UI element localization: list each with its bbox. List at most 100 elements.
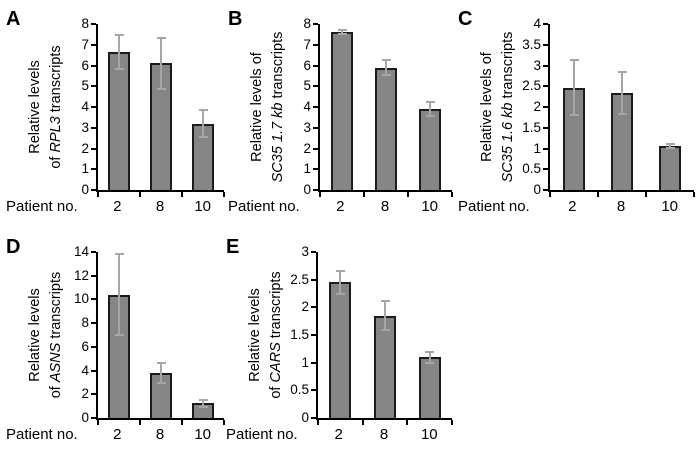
y-axis-tick-label: 3 [301,244,309,259]
y-axis-tick-label: 4 [81,99,89,114]
panel-letter: A [6,8,21,30]
y-axis-tick [91,106,96,108]
category-label: 8 [155,426,165,443]
y-axis-tick-label: 2 [81,140,89,156]
y-axis-tick [311,334,316,336]
y-axis-tick [91,189,96,191]
x-axis-row: Patient no. 2 8 10 [226,196,454,218]
y-axis-tick-label: 3.5 [522,36,541,52]
category-label: 10 [194,426,212,443]
y-axis-tick-label: 0 [301,410,309,425]
y-axis-tick [313,43,318,46]
y-axis-tick [311,361,316,364]
error-bar-cap-top [114,34,124,37]
bar [331,31,353,190]
x-axis-tick [139,420,141,425]
plot-area: 0 1 2 3 4 5 6 7 8 [303,16,453,197]
error-bar-cap-bottom [425,361,435,364]
error-bar-cap-top [665,142,675,145]
y-axis-tick [543,168,548,171]
y-axis-tick [91,274,96,277]
y-axis-tick [311,251,316,253]
error-bar-cap-bottom [569,113,579,116]
x-axis-tick [363,192,365,197]
y-axis-tick [311,417,316,419]
error-bar-cap-bottom [337,32,347,35]
x-axis-title: Patient no. [6,426,78,443]
y-axis-tick-label: 3 [303,119,311,135]
plot-area: 0 0.5 1 1.5 2 2.5 3 3.5 4 [522,16,695,197]
error-bar-cap-bottom [114,334,124,336]
error-bar [339,270,342,295]
panel-letter: B [228,8,243,30]
panel-letter: E [226,236,240,258]
x-axis-tick [319,192,321,197]
error-bar-cap-bottom [335,293,345,296]
error-bar [384,301,386,331]
y-axis-tick [91,64,96,67]
error-bar-cap-bottom [198,405,208,408]
x-axis-tick [645,192,647,197]
bar [419,109,441,190]
y-axis-tick-label: 8 [81,16,89,31]
y-axis-tick [91,417,96,419]
y-axis-tick [91,298,96,301]
error-bar-cap-top [617,71,627,74]
y-axis-tick-label: 2.5 [522,78,541,94]
error-bar-cap-top [381,59,391,62]
error-bar-cap-top [198,398,208,401]
bar [375,67,397,190]
error-bar [160,37,162,90]
category-label: 8 [155,198,165,215]
y-axis-tick [313,106,318,108]
y-axis-tick [313,168,318,171]
category-label: 10 [194,198,212,215]
y-axis-tick [543,64,548,67]
x-axis-row: Patient no. 2 8 10 [224,424,458,446]
y-axis-tick-label: 6 [303,57,311,73]
x-axis-tick [407,192,409,197]
bar [659,145,681,190]
error-bar-cap-top [425,350,435,353]
y-axis-tick-label: 3 [533,57,541,73]
error-bar [202,110,204,138]
y-axis-tick-label: 8 [303,16,311,31]
error-bar [428,351,431,363]
y-axis-tick [311,278,316,281]
y-axis-tick-label: 0.5 [290,382,309,398]
plot-area: 0 2 4 6 8 10 12 14 [74,244,225,425]
x-axis-title: Patient no. [458,198,530,215]
x-axis-tick [181,192,183,197]
y-axis-tick-label: 4 [81,362,89,378]
error-bar-cap-bottom [198,136,208,139]
category-label: 10 [661,198,679,215]
y-axis-tick-label: 5 [81,78,89,94]
y-axis-title: Relative levels of CARS transcripts [247,271,284,399]
y-axis-tick [313,126,318,129]
y-axis-tick-label: 10 [73,291,89,307]
error-bar [669,143,671,148]
y-axis-tick [313,147,318,150]
category-label: 2 [113,198,122,215]
x-axis-tick [451,420,453,425]
x-axis-tick [181,420,183,425]
x-axis-tick [693,192,695,197]
y-axis-tick [91,43,96,46]
category-labels: 2 8 10 [318,198,452,215]
y-axis-tick [91,322,96,325]
panel-letter: C [458,8,473,30]
y-axis-tick-label: 0 [303,182,311,197]
y-axis-tick-label: 0.5 [522,161,541,177]
error-bar-cap-bottom [425,115,435,118]
y-axis-tick [91,23,96,25]
y-axis-tick [543,106,548,108]
panel-a: A Relative levels of RPL3 transcripts 0 1… [4,6,225,228]
y-axis-tick-label: 1.5 [522,119,541,135]
error-bar-cap-bottom [380,329,390,332]
error-bar-cap-top [156,361,166,364]
x-axis-tick [97,192,99,197]
x-axis-tick [361,420,364,425]
y-axis-tick-label: 14 [73,244,89,259]
y-axis-tick [91,345,96,348]
